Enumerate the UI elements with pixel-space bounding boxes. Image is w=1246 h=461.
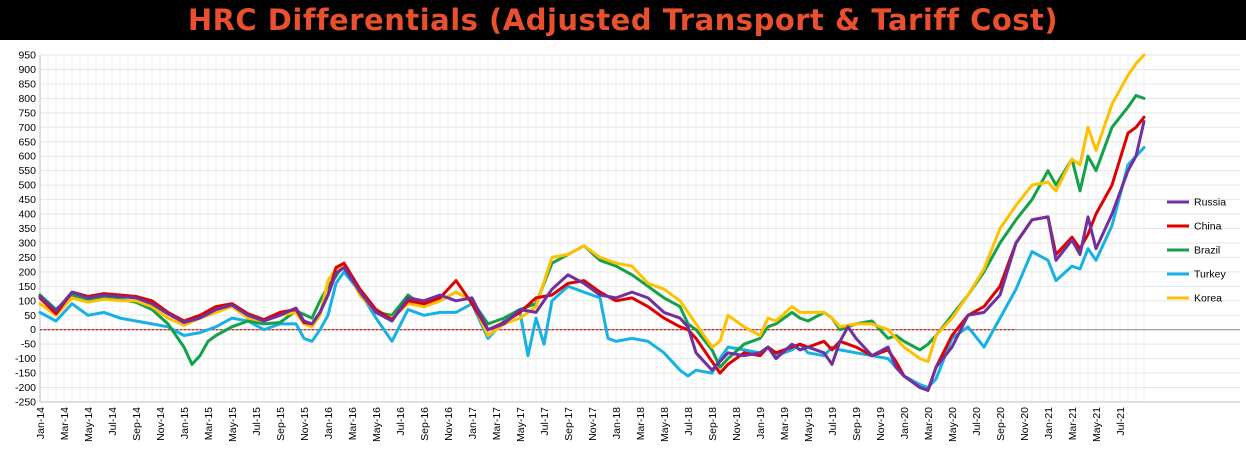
x-tick-label: Jul-20: [971, 407, 983, 436]
y-axis: 9509008508007507006506005505004504003503…: [15, 50, 41, 409]
x-tick-label: Nov-14: [155, 407, 167, 441]
legend-label-china: China: [1194, 221, 1222, 233]
y-tick-label: -150: [15, 368, 36, 380]
x-tick-label: Sep-15: [275, 407, 287, 441]
x-tick-label: Mar-15: [203, 407, 215, 440]
x-tick-label: Jul-17: [539, 407, 551, 436]
x-tick-label: Mar-18: [635, 407, 647, 440]
legend: Russia China Brazil Turkey Korea: [1167, 197, 1226, 305]
x-tick-label: Jan-20: [899, 407, 911, 439]
x-tick-label: Sep-17: [563, 407, 575, 441]
y-tick-label: 800: [18, 93, 36, 105]
x-tick-label: Nov-17: [587, 407, 599, 441]
y-tick-label: -50: [21, 339, 36, 351]
x-tick-label: Jan-19: [755, 407, 767, 439]
x-tick-label: May-15: [227, 407, 239, 442]
x-tick-label: Jan-14: [35, 407, 47, 439]
x-tick-label: Jan-16: [323, 407, 335, 439]
y-tick-label: 750: [18, 107, 36, 119]
x-tick-label: May-19: [803, 407, 815, 442]
x-tick-label: Mar-19: [779, 407, 791, 440]
x-tick-label: May-20: [947, 407, 959, 442]
legend-label-brazil: Brazil: [1194, 245, 1220, 257]
chart-title: HRC Differentials (Adjusted Transport & …: [187, 3, 1059, 37]
x-tick-label: May-14: [83, 407, 95, 442]
legend-label-russia: Russia: [1194, 197, 1226, 209]
chart-area: 9509008508007507006506005505004504003503…: [0, 40, 1246, 461]
y-tick-label: 100: [18, 295, 36, 307]
y-tick-label: 50: [24, 310, 36, 322]
x-tick-label: Jan-17: [467, 407, 479, 439]
y-tick-label: -200: [15, 382, 36, 394]
y-tick-label: 250: [18, 252, 36, 264]
y-tick-label: 200: [18, 266, 36, 278]
x-axis: Jan-14 Mar-14 May-14 Jul-14 Sep-14 Nov-14 Jan-…: [35, 401, 1240, 442]
legend-label-turkey: Turkey: [1194, 269, 1226, 281]
series-lines: [38, 53, 1146, 392]
title-bar: [0, 0, 1246, 40]
y-tick-label: 400: [18, 209, 36, 221]
x-tick-label: Jul-21: [1115, 407, 1127, 436]
series-line-russia: [38, 120, 1146, 392]
x-tick-label: Sep-20: [995, 407, 1007, 441]
series-line-turkey: [38, 146, 1146, 389]
x-tick-label: Sep-18: [707, 407, 719, 441]
x-tick-label: Sep-16: [419, 407, 431, 441]
y-tick-label: 650: [18, 136, 36, 148]
y-tick-label: 950: [18, 50, 36, 62]
y-tick-label: 700: [18, 122, 36, 134]
x-tick-label: May-17: [515, 407, 527, 442]
y-tick-label: 450: [18, 194, 36, 206]
y-tick-label: 300: [18, 237, 36, 249]
x-tick-label: Jul-18: [683, 407, 695, 436]
x-tick-label: Nov-19: [875, 407, 887, 441]
y-tick-label: 500: [18, 180, 36, 192]
x-tick-label: Jan-21: [1043, 407, 1055, 439]
x-tick-label: Jul-14: [107, 407, 119, 436]
x-tick-label: Jan-15: [179, 407, 191, 439]
y-tick-label: -100: [15, 353, 36, 365]
x-tick-label: Mar-21: [1067, 407, 1079, 440]
x-tick-label: May-18: [659, 407, 671, 442]
legend-label-korea: Korea: [1194, 293, 1222, 305]
x-tick-label: Jul-19: [827, 407, 839, 436]
x-tick-label: Sep-19: [851, 407, 863, 441]
x-tick-label: May-16: [371, 407, 383, 442]
x-tick-label: Mar-17: [491, 407, 503, 440]
x-tick-label: May-21: [1091, 407, 1103, 442]
y-tick-label: 850: [18, 78, 36, 90]
x-tick-label: Jul-16: [395, 407, 407, 436]
y-tick-label: 0: [30, 324, 36, 336]
x-tick-label: Nov-16: [443, 407, 455, 441]
x-tick-label: Nov-15: [299, 407, 311, 441]
y-tick-label: -250: [15, 397, 36, 409]
x-tick-label: Mar-20: [923, 407, 935, 440]
x-tick-label: Mar-16: [347, 407, 359, 440]
x-tick-label: Jul-15: [251, 407, 263, 436]
y-tick-label: 150: [18, 281, 36, 293]
y-tick-label: 600: [18, 151, 36, 163]
x-tick-label: Jan-18: [611, 407, 623, 439]
y-tick-label: 550: [18, 165, 36, 177]
x-tick-label: Nov-20: [1019, 407, 1031, 441]
y-tick-label: 900: [18, 64, 36, 76]
x-tick-label: Sep-14: [131, 407, 143, 441]
y-tick-label: 350: [18, 223, 36, 235]
x-tick-label: Mar-14: [59, 407, 71, 440]
x-tick-label: Nov-18: [731, 407, 743, 441]
gridlines: [39, 54, 1240, 403]
